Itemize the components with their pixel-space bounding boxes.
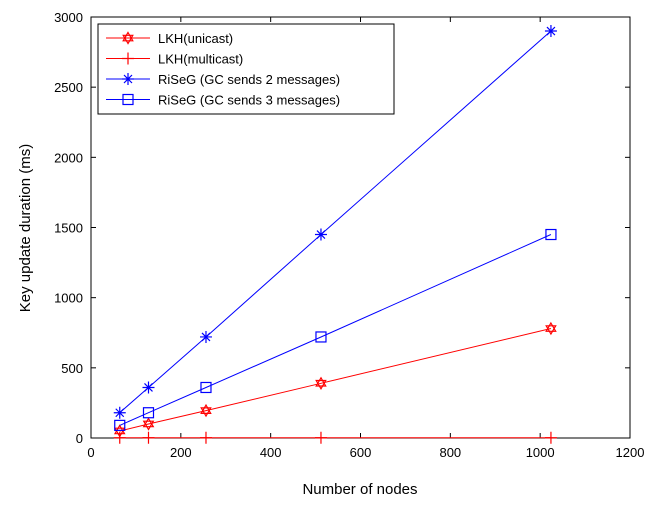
- x-tick-label: 1200: [616, 445, 645, 460]
- data-point: [545, 228, 557, 241]
- y-tick-label: 1000: [54, 291, 83, 306]
- marker-part: [545, 321, 557, 332]
- y-tick-label: 2000: [54, 150, 83, 165]
- marker-part: [545, 325, 557, 336]
- data-point: [113, 431, 126, 444]
- data-point: [122, 73, 134, 85]
- data-point: [314, 228, 327, 241]
- y-axis: 0 500 1000 1500 2000 2500 3000: [54, 10, 630, 446]
- data-point: [122, 52, 134, 65]
- legend-item: LKH(unicast): [106, 31, 233, 46]
- marker-part: [142, 417, 155, 428]
- x-tick-label: 400: [260, 445, 282, 460]
- data-point: [199, 330, 212, 343]
- series: [113, 25, 557, 419]
- data-point: [122, 31, 134, 45]
- data-point: [200, 403, 212, 418]
- y-tick-label: 3000: [54, 10, 83, 25]
- data-point: [314, 431, 327, 444]
- y-tick-label: 1500: [54, 221, 83, 236]
- marker-part: [200, 407, 212, 418]
- y-axis-label: Key update duration (ms): [17, 144, 34, 312]
- x-tick-label: 600: [350, 445, 372, 460]
- data-point: [122, 93, 134, 106]
- data-point: [113, 406, 126, 419]
- series: [113, 321, 557, 438]
- y-tick-label: 2500: [54, 80, 83, 95]
- legend-item: RiSeG (GC sends 2 messages): [106, 72, 340, 87]
- x-tick-label: 1000: [526, 445, 555, 460]
- marker-part: [315, 376, 327, 387]
- data-point: [142, 431, 155, 444]
- x-tick-label: 200: [170, 445, 192, 460]
- data-point: [114, 419, 126, 431]
- y-tick-label: 500: [61, 361, 83, 376]
- data-point: [315, 331, 327, 343]
- marker-part: [200, 403, 212, 414]
- x-axis: 0 200 400 600 800 1000 1200: [87, 17, 644, 460]
- series-line: [119, 328, 552, 432]
- legend-item: RiSeG (GC sends 3 messages): [106, 93, 340, 108]
- data-point: [142, 381, 155, 394]
- x-axis-label: Number of nodes: [302, 481, 417, 498]
- series-layer: [113, 25, 557, 444]
- marker-part: [315, 379, 327, 391]
- x-tick-label: 800: [439, 445, 461, 460]
- legend-label: LKH(unicast): [158, 31, 233, 46]
- legend-label: RiSeG (GC sends 3 messages): [158, 93, 340, 108]
- y-tick-label: 0: [76, 431, 83, 446]
- marker-part: [142, 420, 155, 431]
- data-point: [545, 321, 557, 336]
- data-point: [199, 431, 212, 444]
- x-tick-label: 0: [87, 445, 94, 460]
- series: [114, 228, 557, 431]
- legend-label: RiSeG (GC sends 2 messages): [158, 72, 340, 87]
- marker-part: [122, 31, 134, 42]
- marker-part: [113, 427, 126, 438]
- data-point: [544, 431, 557, 444]
- marker-part: [122, 34, 134, 45]
- data-point: [315, 376, 327, 391]
- legend-item: LKH(multicast): [106, 52, 243, 67]
- data-point: [200, 381, 212, 394]
- legend-label: LKH(multicast): [158, 52, 243, 67]
- legend: LKH(unicast) LKH(multicast) RiSeG (GC send…: [97, 23, 395, 115]
- series: [113, 431, 557, 444]
- data-point: [544, 25, 557, 38]
- data-point: [142, 417, 155, 431]
- series-line: [119, 234, 552, 426]
- data-point: [142, 407, 155, 419]
